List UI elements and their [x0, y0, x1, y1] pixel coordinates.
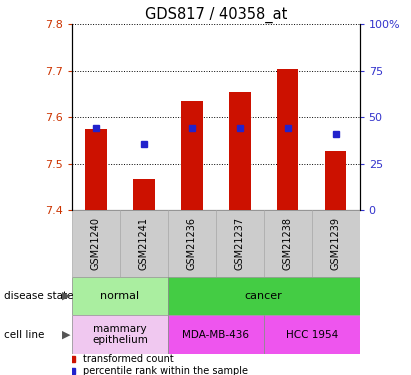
Text: GSM21240: GSM21240: [91, 217, 101, 270]
Bar: [72, 315, 168, 354]
Bar: [168, 315, 264, 354]
Text: mammary
epithelium: mammary epithelium: [92, 324, 148, 345]
Text: GSM21238: GSM21238: [283, 217, 293, 270]
Text: disease state: disease state: [4, 291, 74, 301]
Bar: [72, 210, 120, 277]
Bar: [168, 210, 216, 277]
Bar: [85, 129, 107, 210]
Bar: [168, 277, 360, 315]
Bar: [264, 315, 360, 354]
Bar: [133, 178, 155, 210]
Text: transformed count: transformed count: [83, 354, 174, 364]
Text: percentile rank within the sample: percentile rank within the sample: [83, 366, 248, 375]
Bar: [181, 101, 203, 210]
Bar: [120, 210, 168, 277]
Text: GSM21237: GSM21237: [235, 217, 245, 270]
Text: GSM21241: GSM21241: [139, 217, 149, 270]
Bar: [229, 92, 251, 210]
Text: GSM21239: GSM21239: [331, 217, 341, 270]
Text: HCC 1954: HCC 1954: [286, 330, 338, 340]
Text: cell line: cell line: [4, 330, 44, 340]
Bar: [264, 210, 312, 277]
Text: cancer: cancer: [245, 291, 283, 301]
Bar: [325, 151, 346, 210]
Bar: [277, 69, 298, 210]
Title: GDS817 / 40358_at: GDS817 / 40358_at: [145, 7, 287, 23]
Text: normal: normal: [100, 291, 139, 301]
Text: ▶: ▶: [62, 330, 70, 340]
Bar: [216, 210, 264, 277]
Text: GSM21236: GSM21236: [187, 217, 197, 270]
Text: ▶: ▶: [62, 291, 70, 301]
Bar: [312, 210, 360, 277]
Bar: [72, 277, 168, 315]
Text: MDA-MB-436: MDA-MB-436: [182, 330, 249, 340]
